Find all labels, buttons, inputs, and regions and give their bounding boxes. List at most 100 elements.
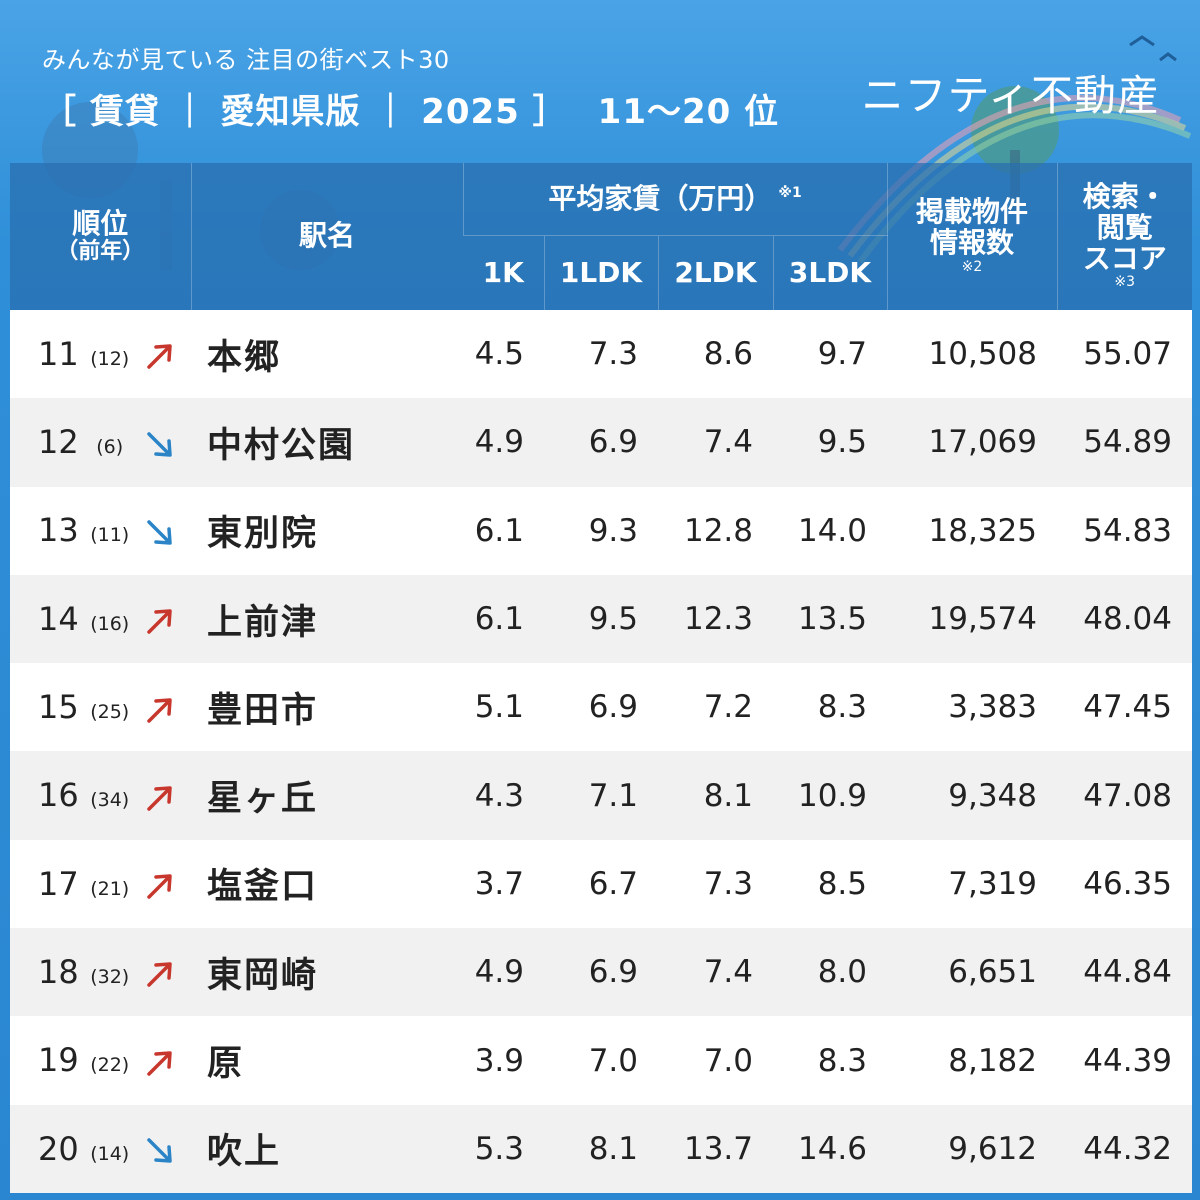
rank-cell: 13 (11) xyxy=(10,486,191,575)
cell-ldk2: 7.4 xyxy=(658,398,773,487)
cell-listings: 9,612 xyxy=(887,1104,1057,1193)
cell-ldk1: 7.3 xyxy=(544,310,658,399)
rank-now: 20 xyxy=(38,1129,79,1168)
rank-now: 14 xyxy=(38,599,79,638)
rank-now: 13 xyxy=(38,511,79,550)
trend-up-arrow-icon xyxy=(146,609,172,635)
station-name: 星ヶ丘 xyxy=(191,751,463,840)
cell-ldk3: 8.3 xyxy=(773,663,887,752)
cell-ldk3: 13.5 xyxy=(773,574,887,664)
cell-k1: 4.9 xyxy=(463,398,544,487)
cell-score: 46.35 xyxy=(1057,839,1192,929)
rank-cell: 15 (25) xyxy=(10,663,191,752)
rank-cell: 20 (14) xyxy=(10,1104,191,1193)
cell-listings: 10,508 xyxy=(887,310,1057,399)
cell-score: 54.83 xyxy=(1057,486,1192,575)
cell-ldk1: 6.7 xyxy=(544,839,658,929)
trend-up-arrow-icon xyxy=(146,1051,172,1076)
table-row: 14 (16) 上前津 6.1 9.5 12.3 13.5 19,574 48.04 xyxy=(10,574,1192,664)
rank-cell: 12 (6) xyxy=(10,398,191,487)
cell-k1: 6.1 xyxy=(463,486,544,575)
cell-score: 47.45 xyxy=(1057,663,1192,752)
cell-score: 48.04 xyxy=(1057,574,1192,664)
cell-ldk2: 7.4 xyxy=(658,928,773,1017)
title-main: ［ 賃貸 ｜ 愛知県版 ｜ 2025 ］ xyxy=(42,92,568,132)
rank-cell: 18 (32) xyxy=(10,928,191,1017)
cell-score: 55.07 xyxy=(1057,310,1192,399)
cell-k1: 3.7 xyxy=(463,839,544,929)
page-title: ［ 賃貸 ｜ 愛知県版 ｜ 2025 ］ 11〜20 位 xyxy=(42,84,779,133)
rank-now: 19 xyxy=(38,1041,79,1080)
cell-ldk3: 14.6 xyxy=(773,1104,887,1193)
cell-listings: 17,069 xyxy=(887,398,1057,487)
col-3ldk: 3LDK xyxy=(772,235,887,310)
rank-prev: (22) xyxy=(90,1054,130,1077)
trend-up-arrow-icon xyxy=(146,962,172,988)
station-name: 豊田市 xyxy=(191,663,463,752)
col-station: 駅名 xyxy=(190,163,463,310)
col-1ldk: 1LDK xyxy=(543,235,658,310)
table-row: 20 (14) 吹上 5.3 8.1 13.7 14.6 9,612 44.32 xyxy=(10,1104,1192,1193)
cell-listings: 8,182 xyxy=(887,1016,1057,1105)
table-body: 11 (12) 本郷 4.5 7.3 8.6 9.7 10,508 55.07 12 (6) 中村公園… xyxy=(10,310,1192,1193)
rank-cell: 19 (22) xyxy=(10,1016,191,1105)
table-row: 15 (25) 豊田市 5.1 6.9 7.2 8.3 3,383 47.45 xyxy=(10,663,1192,752)
table-row: 12 (6) 中村公園 4.9 6.9 7.4 9.5 17,069 54.89 xyxy=(10,398,1192,487)
rank-now: 16 xyxy=(38,776,79,815)
station-name: 中村公園 xyxy=(191,398,463,487)
cell-listings: 3,383 xyxy=(887,663,1057,752)
col-listings: 掲載物件 情報数 ※2 xyxy=(886,163,1057,310)
cell-ldk2: 8.6 xyxy=(658,310,773,399)
cell-score: 54.89 xyxy=(1057,398,1192,487)
cell-listings: 9,348 xyxy=(887,751,1057,840)
rank-now: 11 xyxy=(38,334,79,373)
cell-ldk2: 13.7 xyxy=(658,1104,773,1193)
rank-now: 18 xyxy=(38,952,79,991)
cell-ldk3: 10.9 xyxy=(773,751,887,840)
cell-ldk3: 9.7 xyxy=(773,310,887,399)
cell-ldk3: 8.3 xyxy=(773,1016,887,1105)
rank-cell: 14 (16) xyxy=(10,574,191,664)
cell-listings: 6,651 xyxy=(887,928,1057,1017)
cell-ldk1: 6.9 xyxy=(544,398,658,487)
col-rank: 順位 （前年） xyxy=(10,163,191,310)
trend-up-arrow-icon xyxy=(146,786,172,811)
cell-listings: 7,319 xyxy=(887,839,1057,929)
rank-now: 17 xyxy=(38,864,79,903)
rank-prev: (14) xyxy=(90,1142,130,1165)
col-rent: 平均家賃（万円） ※1 xyxy=(462,163,887,236)
station-name: 原 xyxy=(191,1016,463,1105)
cell-score: 44.32 xyxy=(1057,1104,1192,1193)
rank-prev: (12) xyxy=(90,347,130,370)
rank-prev: (32) xyxy=(90,965,130,988)
trend-up-arrow-icon xyxy=(146,874,172,899)
table-row: 11 (12) 本郷 4.5 7.3 8.6 9.7 10,508 55.07 xyxy=(10,310,1192,399)
cell-k1: 5.1 xyxy=(463,663,544,752)
title-range: 11〜20 位 xyxy=(597,92,780,132)
cell-ldk1: 6.9 xyxy=(544,663,658,752)
rank-prev: (21) xyxy=(90,877,130,900)
cell-listings: 18,325 xyxy=(887,486,1057,575)
cell-ldk1: 7.0 xyxy=(544,1016,658,1105)
station-name: 塩釜口 xyxy=(191,839,463,929)
trend-down-arrow-icon xyxy=(146,431,172,457)
rank-now: 15 xyxy=(38,688,79,727)
cell-ldk2: 8.1 xyxy=(658,751,773,840)
cell-ldk2: 7.0 xyxy=(658,1016,773,1105)
station-name: 東岡崎 xyxy=(191,928,463,1017)
cell-score: 44.84 xyxy=(1057,928,1192,1017)
table-row: 17 (21) 塩釜口 3.7 6.7 7.3 8.5 7,319 46.35 xyxy=(10,839,1192,929)
rank-cell: 16 (34) xyxy=(10,751,191,840)
station-name: 東別院 xyxy=(191,486,463,575)
col-score: 検索・ 閲覧 スコア ※3 xyxy=(1056,163,1192,310)
cell-k1: 4.9 xyxy=(463,928,544,1017)
rank-prev: (25) xyxy=(90,701,130,724)
trend-up-arrow-icon xyxy=(146,697,172,723)
subtitle: みんなが見ている 注目の街ベスト30 xyxy=(42,46,450,74)
station-name: 本郷 xyxy=(191,310,463,399)
cell-k1: 5.3 xyxy=(463,1104,544,1193)
table-row: 18 (32) 東岡崎 4.9 6.9 7.4 8.0 6,651 44.84 xyxy=(10,928,1192,1017)
cell-ldk1: 9.5 xyxy=(544,574,658,664)
col-1k: 1K xyxy=(463,235,544,310)
cell-ldk1: 6.9 xyxy=(544,928,658,1017)
